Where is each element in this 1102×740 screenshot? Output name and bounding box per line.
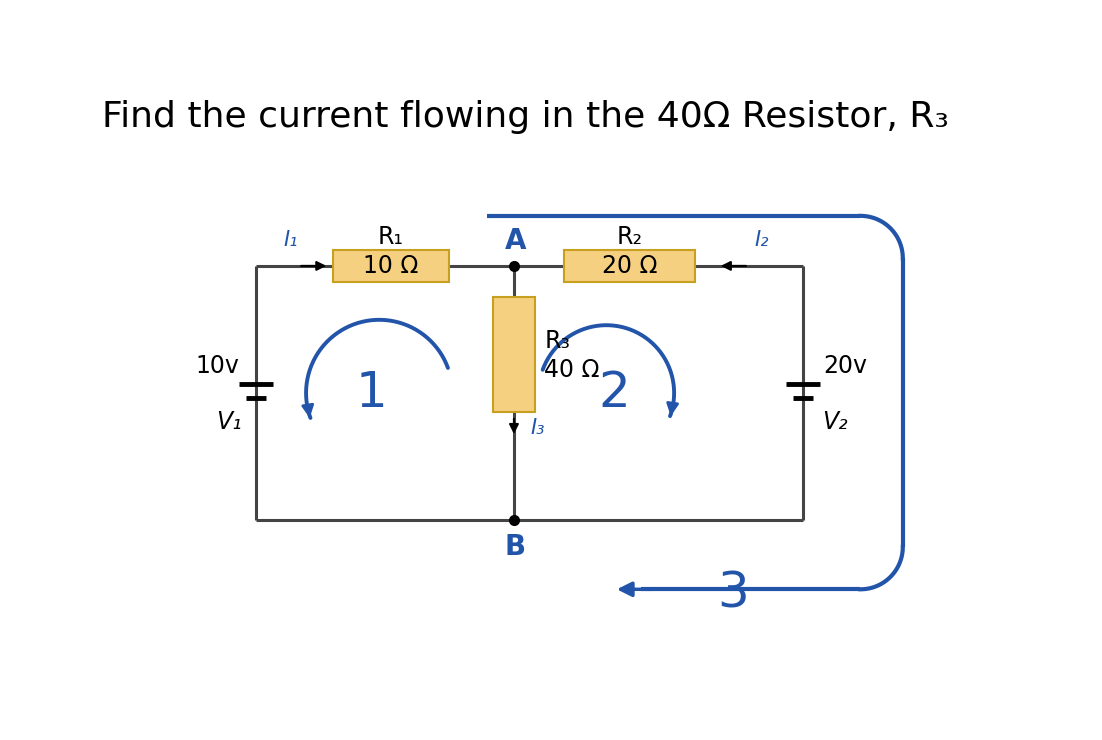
Text: I₃: I₃ <box>531 417 545 437</box>
Text: 1: 1 <box>356 369 388 417</box>
Text: R₃: R₃ <box>544 329 571 352</box>
Text: 40 Ω: 40 Ω <box>544 358 599 382</box>
Text: 20v: 20v <box>823 354 867 378</box>
Text: A: A <box>505 227 527 255</box>
FancyBboxPatch shape <box>493 297 536 412</box>
Text: B: B <box>505 533 526 561</box>
Text: 10 Ω: 10 Ω <box>363 254 419 278</box>
Text: 3: 3 <box>717 569 749 617</box>
FancyBboxPatch shape <box>564 249 695 282</box>
Text: 20 Ω: 20 Ω <box>602 254 657 278</box>
Text: R₁: R₁ <box>378 225 403 249</box>
Text: 2: 2 <box>598 369 630 417</box>
Text: V₂: V₂ <box>822 410 847 434</box>
Text: Find the current flowing in the 40Ω Resistor, R₃: Find the current flowing in the 40Ω Resi… <box>102 101 949 135</box>
Text: 10v: 10v <box>195 354 239 378</box>
FancyBboxPatch shape <box>333 249 449 282</box>
Text: R₂: R₂ <box>616 225 642 249</box>
Text: I₂: I₂ <box>755 230 769 250</box>
Text: I₁: I₁ <box>283 230 298 250</box>
Text: V₁: V₁ <box>216 410 241 434</box>
